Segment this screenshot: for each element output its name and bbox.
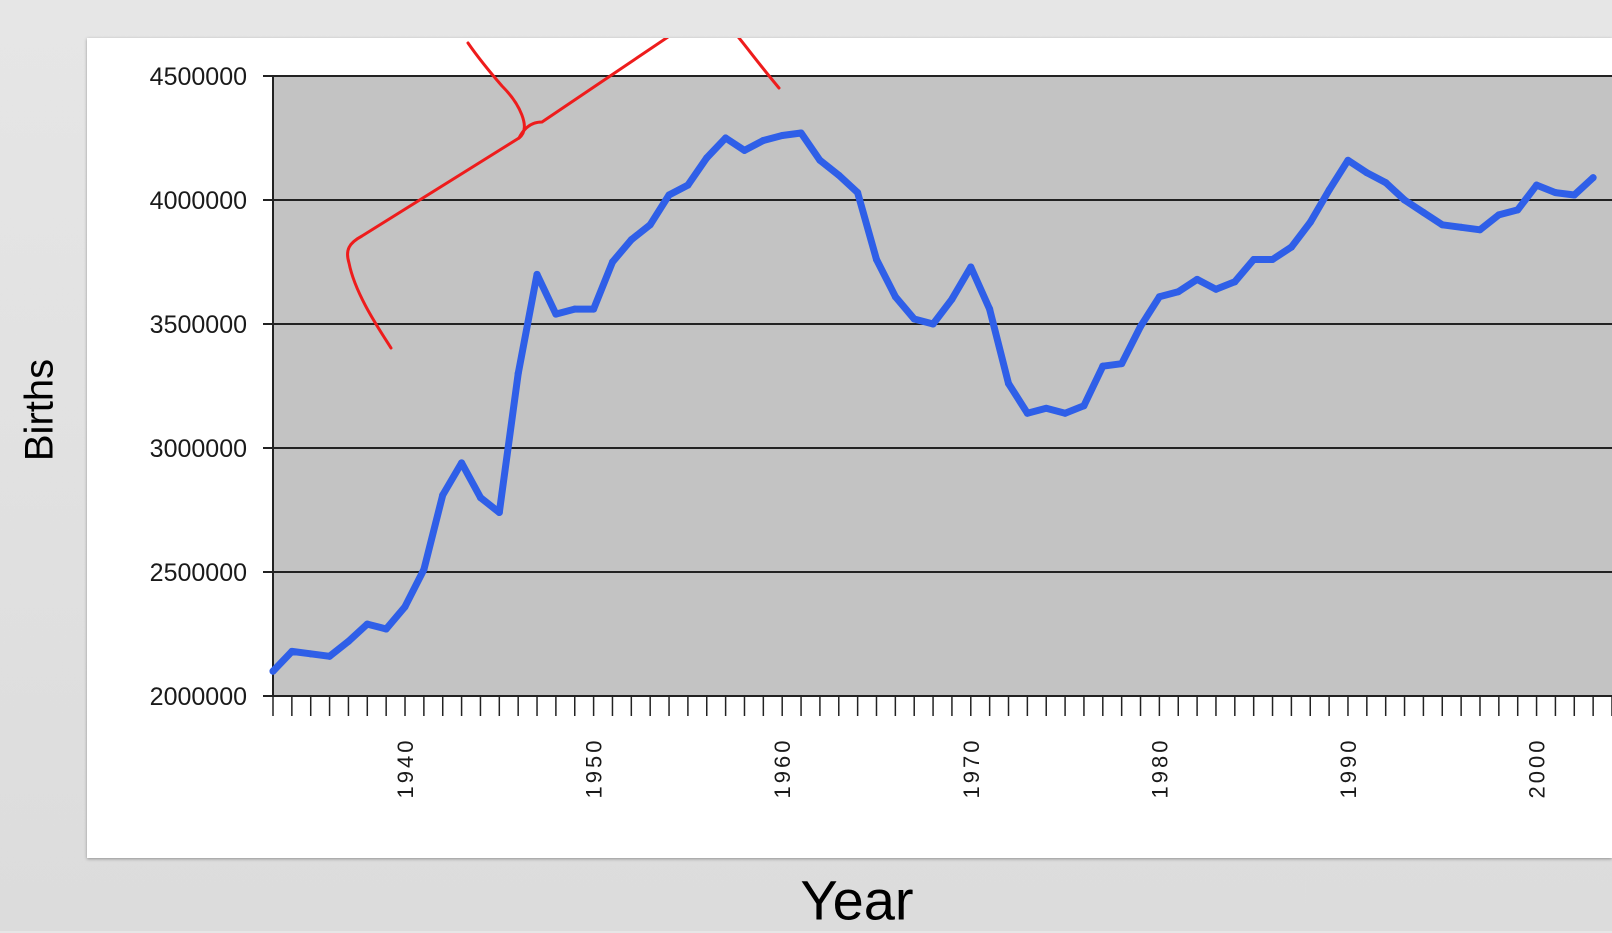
births-data-point xyxy=(1476,226,1484,234)
births-line-chart: 2000000 2500000 3000000 3500000 4000000 45000… xyxy=(150,38,1612,799)
x-tick-label: 1980 xyxy=(1147,738,1172,799)
births-data-point xyxy=(627,236,635,244)
births-data-point xyxy=(1212,285,1220,293)
births-data-point xyxy=(1570,191,1578,199)
x-tick-label: 2000 xyxy=(1525,738,1550,799)
chart-panel: 2000000 2500000 3000000 3500000 4000000 45000… xyxy=(87,38,1612,858)
births-data-point xyxy=(288,647,296,655)
births-data-point xyxy=(1099,362,1107,370)
births-data-point xyxy=(571,305,579,313)
y-axis-ticks: 2000000 2500000 3000000 3500000 4000000 45000… xyxy=(150,63,273,711)
births-data-point xyxy=(420,566,428,574)
births-data-point xyxy=(1231,278,1239,286)
births-data-point xyxy=(665,191,673,199)
births-data-point xyxy=(495,508,503,516)
births-data-point xyxy=(552,310,560,318)
annotation-bracket-upper xyxy=(517,38,781,140)
births-data-point xyxy=(344,637,352,645)
y-tick-label: 2500000 xyxy=(150,559,247,587)
births-data-point xyxy=(1438,221,1446,229)
births-data-point xyxy=(778,132,786,140)
births-data-point xyxy=(458,459,466,467)
births-data-point xyxy=(1457,223,1465,231)
births-data-point xyxy=(835,171,843,179)
births-data-point xyxy=(986,305,994,313)
births-data-point xyxy=(307,650,315,658)
births-data-point xyxy=(590,305,598,313)
x-tick-label: 1950 xyxy=(582,738,607,799)
annotation-layer xyxy=(346,38,781,350)
births-data-point xyxy=(1419,208,1427,216)
births-data-point xyxy=(759,136,767,144)
births-data-point xyxy=(1023,409,1031,417)
births-data-point xyxy=(1174,288,1182,296)
births-data-point xyxy=(967,263,975,271)
x-tick-label: 1960 xyxy=(770,738,795,799)
births-data-point xyxy=(646,221,654,229)
annotation-bracket-lower xyxy=(346,136,521,350)
births-data-point xyxy=(948,295,956,303)
births-data-point xyxy=(1306,218,1314,226)
births-data-point xyxy=(872,256,880,264)
births-data-point xyxy=(401,603,409,611)
births-data-point xyxy=(1514,206,1522,214)
births-data-point xyxy=(269,667,277,675)
births-data-point xyxy=(1589,174,1597,182)
births-data-point xyxy=(797,129,805,137)
births-data-point xyxy=(1287,243,1295,251)
births-data-point xyxy=(1118,360,1126,368)
births-data-point xyxy=(1551,189,1559,197)
births-data-point xyxy=(1382,179,1390,187)
births-data-point xyxy=(1080,402,1088,410)
births-data-point xyxy=(476,494,484,502)
series-layer xyxy=(269,129,1597,675)
births-data-point xyxy=(1344,156,1352,164)
births-data-point xyxy=(816,156,824,164)
births-data-point xyxy=(363,620,371,628)
y-tick-label: 4000000 xyxy=(150,187,247,215)
births-data-point xyxy=(929,320,937,328)
births-data-point xyxy=(740,146,748,154)
births-data-point xyxy=(514,370,522,378)
births-data-point xyxy=(1495,211,1503,219)
annotation-bracket-tip xyxy=(466,41,526,140)
births-data-point xyxy=(608,258,616,266)
x-axis-ticks: 1940 1950 1960 1970 1980 1990 2000 xyxy=(272,696,1612,799)
births-data-point xyxy=(684,181,692,189)
axes xyxy=(272,76,1612,697)
births-data-point xyxy=(854,189,862,197)
births-data-point xyxy=(1061,409,1069,417)
x-tick-label: 1970 xyxy=(959,738,984,799)
births-data-point xyxy=(891,293,899,301)
births-data-point xyxy=(703,154,711,162)
births-data-point xyxy=(722,134,730,142)
births-data-point xyxy=(910,315,918,323)
y-tick-label: 2000000 xyxy=(150,683,247,711)
y-axis-title: Births xyxy=(17,358,62,462)
x-tick-label: 1990 xyxy=(1336,738,1361,799)
births-data-point xyxy=(1533,181,1541,189)
births-data-point xyxy=(1325,186,1333,194)
y-tick-label: 4500000 xyxy=(150,63,247,91)
y-tick-label: 3000000 xyxy=(150,435,247,463)
births-data-point xyxy=(1137,322,1145,330)
plot-area xyxy=(273,76,1612,696)
births-data-point xyxy=(382,625,390,633)
births-data-point xyxy=(1250,256,1258,264)
births-data-point xyxy=(1155,293,1163,301)
births-data-point xyxy=(439,491,447,499)
births-data-point xyxy=(1269,256,1277,264)
births-data-point xyxy=(1042,404,1050,412)
births-data-point xyxy=(1401,196,1409,204)
births-data-point xyxy=(1193,275,1201,283)
y-tick-label: 3500000 xyxy=(150,311,247,339)
births-data-point xyxy=(1363,169,1371,177)
x-axis-title: Year xyxy=(800,868,914,932)
births-data-point xyxy=(326,652,334,660)
births-data-point xyxy=(1005,380,1013,388)
births-data-point xyxy=(533,270,541,278)
x-tick-label: 1940 xyxy=(393,738,418,799)
